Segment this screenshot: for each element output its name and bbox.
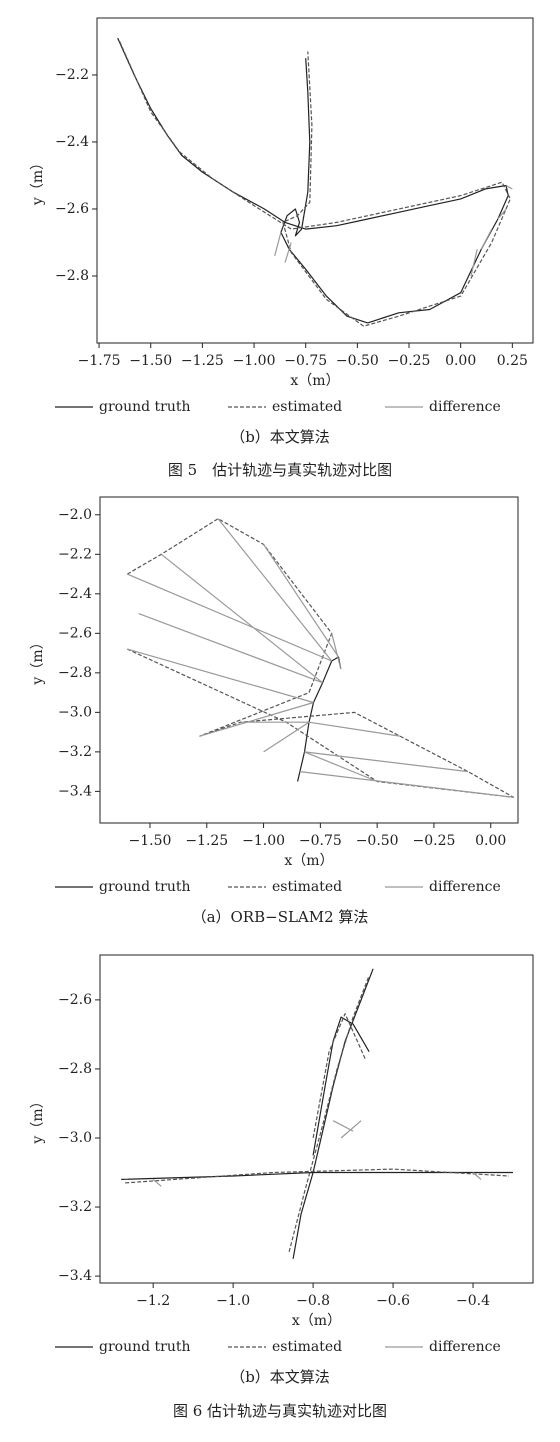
x-tick-label: −0.6 [376, 1293, 410, 1309]
trajectory-line [117, 37, 509, 324]
y-tick-label: −3.0 [58, 1130, 92, 1146]
x-tick-label: −1.25 [185, 833, 228, 849]
x-tick-label: −1.2 [136, 1293, 170, 1309]
y-tick-label: −2.8 [55, 268, 89, 284]
x-tick-label: −0.50 [356, 833, 399, 849]
y-tick-label: −2.4 [55, 134, 89, 150]
x-tick-label: −0.25 [412, 833, 455, 849]
subcaption: （b）本文算法 [230, 428, 330, 446]
x-tick-label: −1.00 [233, 353, 276, 369]
y-axis-label: y（m） [30, 635, 46, 685]
trajectory-line [152, 1120, 482, 1187]
y-axis-label: y（m） [30, 1094, 46, 1144]
x-tick-label: −1.50 [129, 833, 172, 849]
x-tick-label: −0.25 [388, 353, 431, 369]
figure-caption: 图 6 估计轨迹与真实轨迹对比图 [173, 1402, 387, 1420]
y-tick-label: −2.0 [58, 507, 92, 523]
plot-frame [96, 17, 534, 344]
legend-label: estimated [272, 1339, 342, 1355]
trajectory-line [127, 518, 514, 798]
legend-label: difference [429, 1339, 501, 1355]
plot-frame [99, 496, 519, 824]
x-tick-label: 0.00 [475, 833, 506, 849]
trajectory-line [125, 975, 510, 1253]
x-tick-label: 0.25 [497, 353, 528, 369]
y-tick-label: −2.2 [58, 546, 92, 562]
trajectory-line [119, 41, 511, 327]
x-tick-label: −1.75 [78, 353, 121, 369]
x-tick-label: −1.50 [129, 353, 172, 369]
x-tick-label: −1.25 [181, 353, 224, 369]
y-tick-label: −3.4 [58, 1268, 92, 1284]
x-tick-label: −0.4 [456, 1293, 490, 1309]
y-tick-label: −2.6 [55, 201, 89, 217]
legend-label: ground truth [99, 879, 191, 895]
trajectory-line [121, 968, 513, 1259]
legend-label: ground truth [99, 399, 191, 415]
x-axis-label: x（m） [290, 373, 339, 389]
x-tick-label: −0.50 [336, 353, 379, 369]
y-tick-label: −3.4 [58, 783, 92, 799]
legend-label: difference [429, 399, 501, 415]
x-tick-label: −1.00 [242, 833, 285, 849]
subcaption: （b）本文算法 [230, 1368, 330, 1386]
y-tick-label: −2.6 [58, 992, 92, 1008]
x-tick-label: −0.75 [284, 353, 327, 369]
y-axis-label: y（m） [30, 156, 46, 206]
figure-caption: 图 5 估计轨迹与真实轨迹对比图 [168, 461, 392, 479]
x-tick-label: −0.75 [299, 833, 342, 849]
plot-frame [99, 954, 534, 1284]
x-axis-label: x（m） [284, 853, 333, 869]
y-tick-label: −2.4 [58, 586, 92, 602]
x-tick-label: −1.0 [216, 1293, 250, 1309]
y-tick-label: −3.2 [58, 744, 92, 760]
y-tick-label: −2.6 [58, 625, 92, 641]
y-tick-label: −3.2 [58, 1199, 92, 1215]
y-tick-label: −2.2 [55, 67, 89, 83]
legend-label: difference [429, 879, 501, 895]
x-axis-label: x（m） [292, 1313, 341, 1329]
trajectory-line [126, 518, 515, 798]
legend-label: ground truth [99, 1339, 191, 1355]
y-tick-label: −2.8 [58, 1061, 92, 1077]
legend-label: estimated [272, 399, 342, 415]
y-tick-label: −3.0 [58, 704, 92, 720]
trajectory-line [274, 184, 513, 277]
y-tick-label: −2.8 [58, 665, 92, 681]
legend-label: estimated [272, 879, 342, 895]
x-tick-label: −0.8 [296, 1293, 330, 1309]
subcaption: （a）ORB−SLAM2 算法 [192, 908, 369, 926]
x-tick-label: 0.00 [445, 353, 476, 369]
